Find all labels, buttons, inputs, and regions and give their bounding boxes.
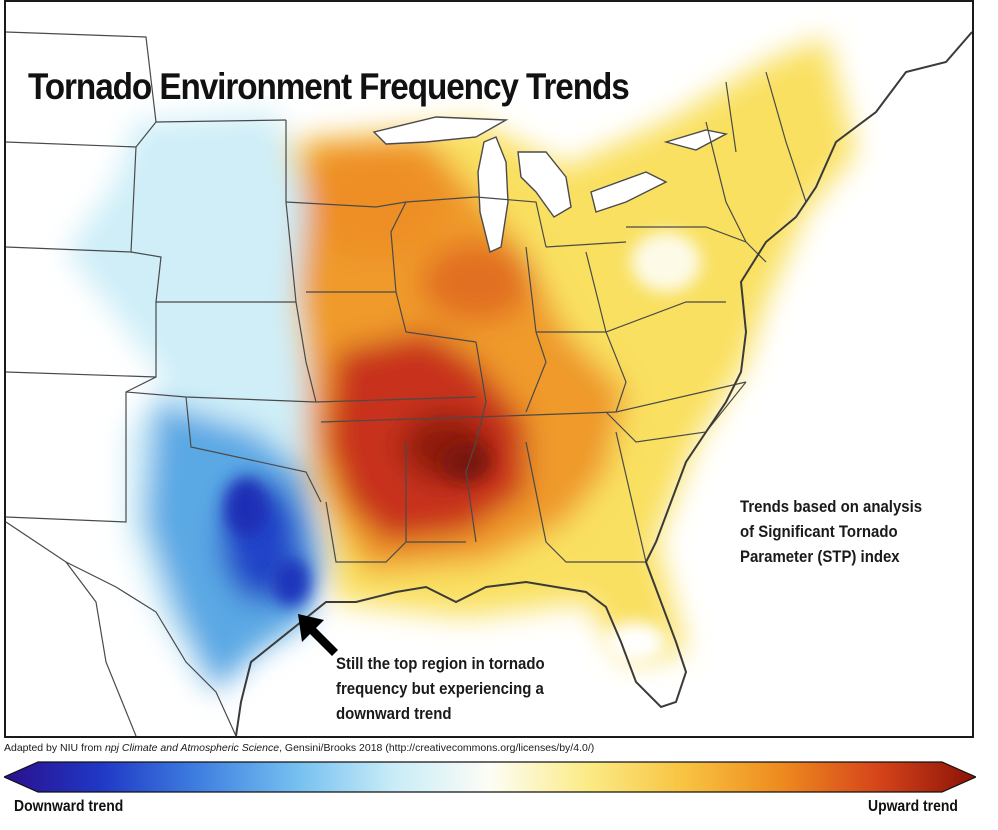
- legend-high-label: Upward trend: [868, 798, 958, 815]
- credit-suffix: , Gensini/Brooks 2018 (http://creativeco…: [279, 742, 595, 754]
- trend-note: Trends based on analysis of Significant …: [740, 494, 969, 569]
- mexico-border: [6, 521, 237, 736]
- credit-journal: npj Climate and Atmospheric Science: [104, 742, 280, 754]
- trend-note-line: Trends based on analysis: [740, 497, 923, 516]
- arrow-note-line: Still the top region in tornado: [336, 654, 545, 673]
- map-title: Tornado Environment Frequency Trends: [28, 66, 630, 107]
- credit-prefix: Adapted by NIU from: [4, 742, 105, 754]
- arrow-note-line: downward trend: [336, 704, 452, 723]
- pointer-arrow-icon: [298, 614, 338, 656]
- coastline: [235, 31, 972, 736]
- legend-low-label: Downward trend: [14, 798, 124, 815]
- trend-note-line: of Significant Tornado: [740, 522, 898, 541]
- map-frame: [4, 0, 974, 738]
- arrow-note-line: frequency but experiencing a: [336, 679, 544, 698]
- state-borders: [6, 31, 807, 563]
- arrow-note: Still the top region in tornado frequenc…: [336, 651, 600, 726]
- trend-note-line: Parameter (STP) index: [740, 547, 900, 566]
- source-credit: Adapted by NIU from npj Climate and Atmo…: [4, 742, 594, 754]
- great-lakes: [372, 116, 729, 253]
- color-scale-legend: [4, 761, 976, 793]
- trend-map: [6, 2, 972, 736]
